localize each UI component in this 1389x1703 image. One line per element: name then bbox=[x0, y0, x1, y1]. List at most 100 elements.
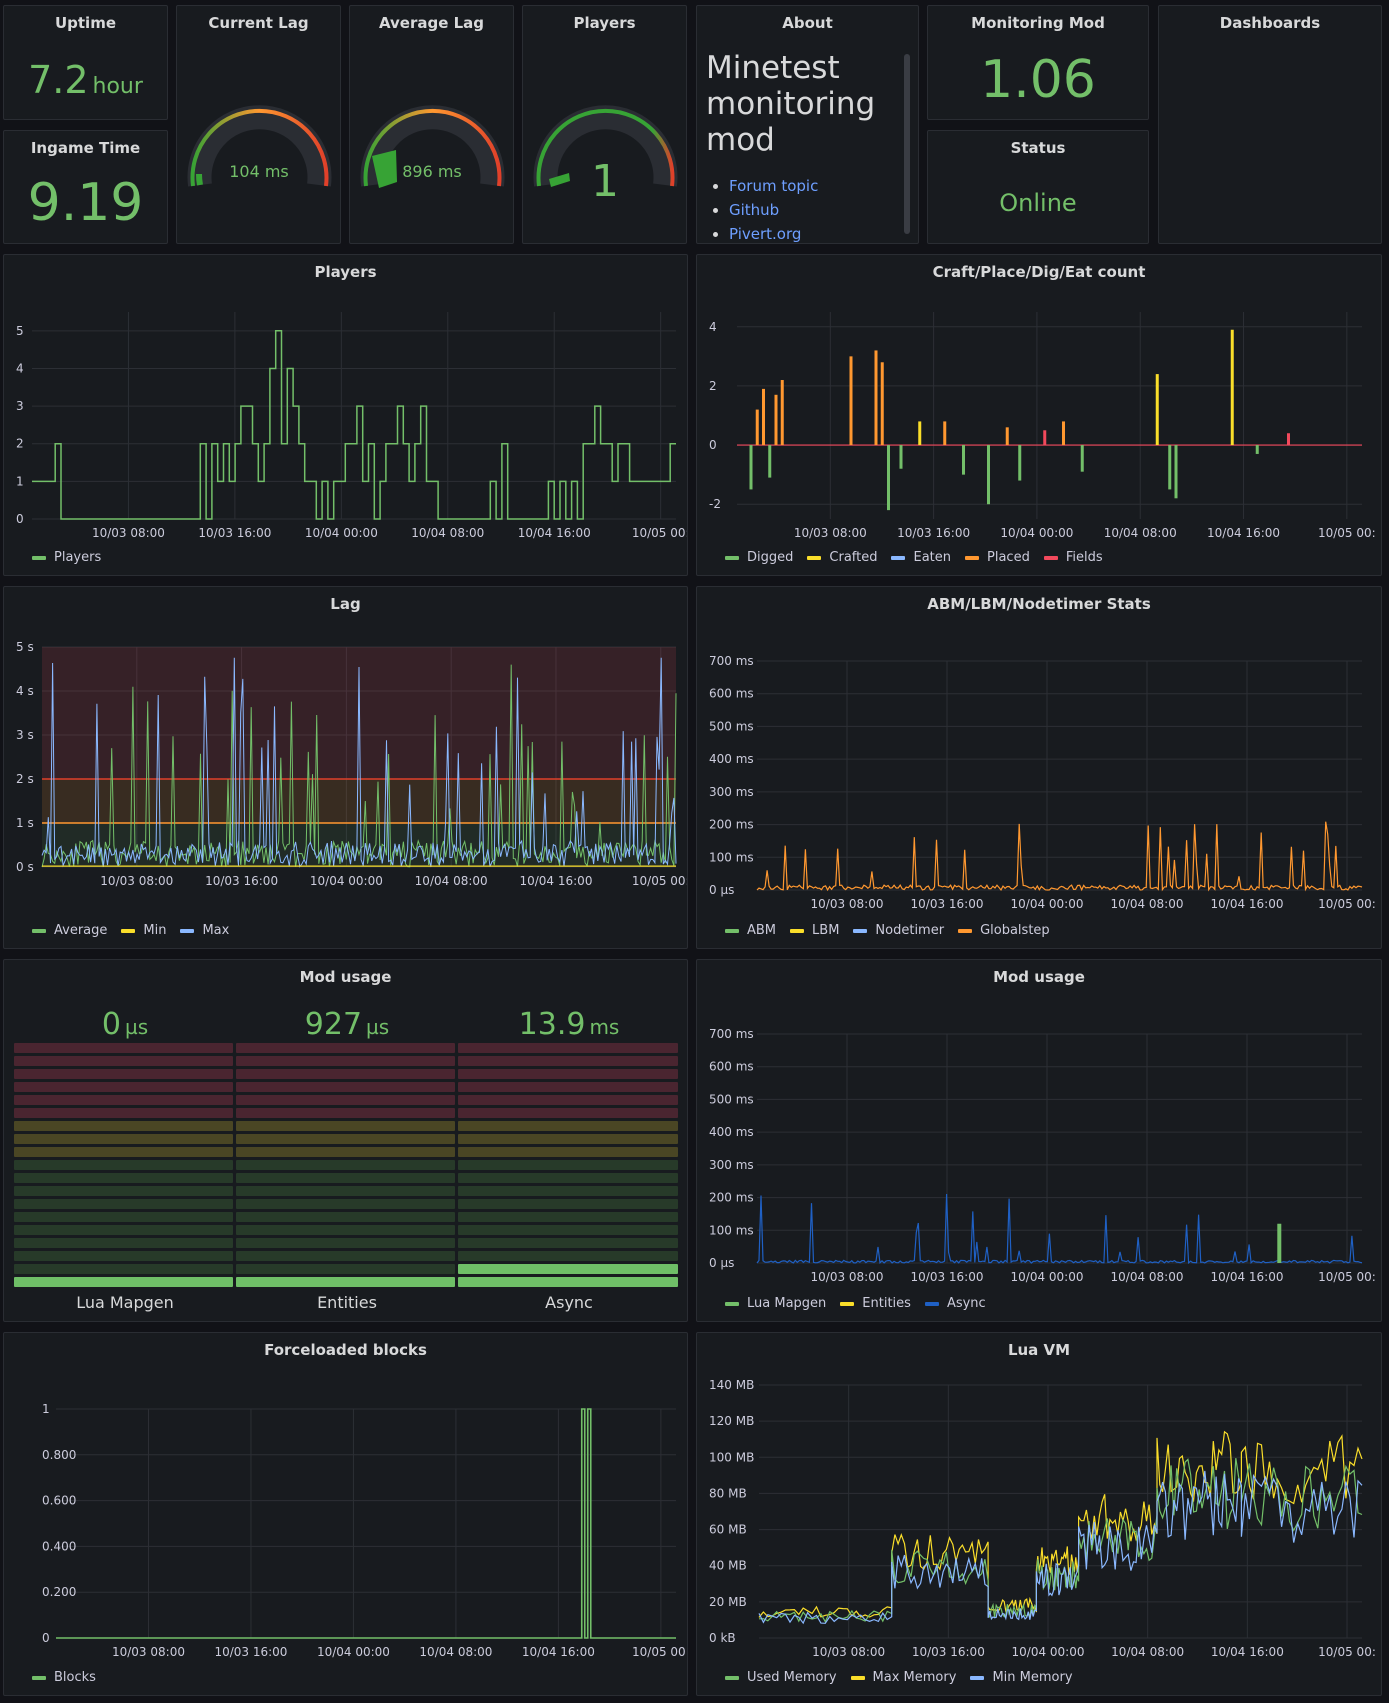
bar-cell bbox=[458, 1251, 678, 1261]
legend-item-lbm[interactable]: LBM bbox=[790, 923, 839, 938]
y-tick-label: -2 bbox=[709, 497, 721, 511]
legend-item-blocks[interactable]: Blocks bbox=[32, 1670, 96, 1685]
bar-cell bbox=[14, 1043, 233, 1053]
bar-cell bbox=[236, 1043, 455, 1053]
dashboards-panel[interactable]: Dashboards bbox=[1158, 5, 1382, 244]
abm-chart: 0 µs 100 ms 200 ms 300 ms 400 ms 500 ms 600 ms… bbox=[709, 654, 1376, 911]
bar-cell-filled bbox=[458, 1264, 678, 1274]
gauge-threshold-arc bbox=[536, 108, 675, 187]
bar-cell bbox=[14, 1173, 233, 1183]
gauge-threshold-arc bbox=[190, 108, 329, 187]
legend-item-lua-mapgen[interactable]: Lua Mapgen bbox=[725, 1296, 826, 1311]
bar-digged bbox=[1255, 445, 1259, 454]
monitoring-mod-panel[interactable]: Monitoring Mod 1.06 bbox=[927, 5, 1149, 120]
bar-cell bbox=[458, 1199, 678, 1209]
about-panel[interactable]: About Minetest monitoring mod Forum topi… bbox=[696, 5, 919, 244]
bar-cell bbox=[236, 1212, 455, 1222]
legend-swatch bbox=[924, 1301, 939, 1306]
craft-chart-panel[interactable]: Craft/Place/Dig/Eat count -2 0 2 4 10/03 08:… bbox=[696, 254, 1382, 576]
legend-item-abm[interactable]: ABM bbox=[725, 923, 776, 938]
y-tick-label: 0 bbox=[709, 438, 717, 452]
bar-cell bbox=[236, 1082, 455, 1092]
x-tick-label: 10/04 00:00 bbox=[1012, 1645, 1085, 1659]
panel-title: About bbox=[782, 14, 833, 32]
series-bar-lua-mapgen bbox=[1277, 1223, 1282, 1263]
x-tick-label: 10/04 00:00 bbox=[310, 874, 383, 888]
legend-item-players[interactable]: Players bbox=[32, 550, 101, 565]
about-scrollbar[interactable] bbox=[904, 54, 910, 234]
legend-item-globalstep[interactable]: Globalstep bbox=[958, 923, 1050, 938]
bar-crafted bbox=[1155, 374, 1159, 446]
players-gauge: 1 bbox=[533, 105, 678, 207]
bar-cell bbox=[458, 1082, 678, 1092]
mod-usage-label-lua-mapgen: Lua Mapgen bbox=[76, 1293, 174, 1312]
y-tick-label: 1 bbox=[42, 1402, 50, 1416]
legend-item-max-memory[interactable]: Max Memory bbox=[850, 1670, 956, 1685]
legend-item-crafted[interactable]: Crafted bbox=[807, 550, 877, 565]
legend-item-digged[interactable]: Digged bbox=[725, 550, 793, 565]
legend-item-async[interactable]: Async bbox=[924, 1296, 986, 1311]
average-lag-panel[interactable]: Average Lag 896 ms bbox=[349, 5, 514, 244]
gauge-track bbox=[187, 105, 332, 187]
luavm-chart-panel[interactable]: Lua VM 0 kB 20 MB 40 MB 60 MB 80 MB 100 MB 120… bbox=[696, 1332, 1382, 1696]
x-tick-label: 10/04 00:00 bbox=[1011, 897, 1084, 911]
legend-swatch bbox=[32, 1675, 46, 1680]
ingame-time-panel[interactable]: Ingame Time 9.19 bbox=[3, 130, 168, 244]
y-tick-label: 0.800 bbox=[42, 1448, 76, 1462]
bar-digged bbox=[768, 445, 772, 478]
legend-item-nodetimer[interactable]: Nodetimer bbox=[853, 923, 944, 938]
panel-title: Players bbox=[314, 263, 377, 281]
series-line-async bbox=[756, 1193, 1363, 1265]
bar-fields bbox=[1043, 430, 1047, 446]
y-tick-label: 1 s bbox=[16, 816, 34, 830]
legend-item-max[interactable]: Max bbox=[180, 923, 229, 938]
forceloaded-chart: 0 0.200 0.400 0.600 0.800 1 10/03 08:00 10/03 1… bbox=[42, 1402, 687, 1659]
bar-cell bbox=[236, 1095, 455, 1105]
mod-usage-bars-panel[interactable]: Mod usage 0 µs 927 µs 13.9 ms Lua Mapgen En… bbox=[3, 959, 688, 1322]
current-lag-panel[interactable]: Current Lag 104 ms bbox=[176, 5, 341, 244]
legend-item-eaten[interactable]: Eaten bbox=[891, 550, 951, 565]
abm-chart-panel[interactable]: ABM/LBM/Nodetimer Stats 0 µs 100 ms 200 ms… bbox=[696, 586, 1382, 949]
series-line-used-memory bbox=[758, 1458, 1363, 1624]
bar-cell bbox=[458, 1238, 678, 1248]
current-lag-gauge: 104 ms bbox=[187, 105, 332, 187]
bar-cell bbox=[458, 1160, 678, 1170]
legend: Players bbox=[32, 550, 101, 565]
legend-item-fields[interactable]: Fields bbox=[1043, 550, 1103, 565]
y-tick-label: 400 ms bbox=[709, 1125, 754, 1139]
uptime-panel[interactable]: Uptime 7.2 hour bbox=[3, 5, 168, 120]
legend-item-placed[interactable]: Placed bbox=[965, 550, 1030, 565]
legend-item-min[interactable]: Min bbox=[121, 923, 166, 938]
forceloaded-chart-panel[interactable]: Forceloaded blocks 0 0.200 0.400 0.600 0.800… bbox=[3, 1332, 688, 1696]
forum-topic-link[interactable]: Forum topic bbox=[729, 177, 819, 195]
pivert-link[interactable]: Pivert.org bbox=[729, 225, 802, 243]
y-tick-label: 0 s bbox=[16, 860, 34, 874]
x-tick-label: 10/04 16:00 bbox=[518, 526, 591, 540]
x-tick-label: 10/04 08:00 bbox=[419, 1645, 492, 1659]
github-link[interactable]: Github bbox=[729, 201, 780, 219]
panel-title: Uptime bbox=[54, 14, 117, 32]
legend-item-used-memory[interactable]: Used Memory bbox=[725, 1670, 837, 1685]
legend-item-average[interactable]: Average bbox=[32, 923, 107, 938]
legend-item-entities[interactable]: Entities bbox=[840, 1296, 911, 1311]
x-tick-label: 10/05 00: bbox=[632, 526, 688, 540]
bar-cell bbox=[14, 1056, 233, 1066]
bar-cell bbox=[236, 1264, 455, 1274]
bar-placed bbox=[762, 388, 765, 446]
players-gauge-panel[interactable]: Players 1 bbox=[522, 5, 687, 244]
y-tick-label: 3 s bbox=[16, 728, 34, 742]
players-chart-panel[interactable]: Players 0 1 2 3 4 5 10/03 08:00 10/03 16:00 10/0… bbox=[3, 254, 688, 576]
legend-item-min-memory[interactable]: Min Memory bbox=[970, 1670, 1073, 1685]
y-tick-label: 5 s bbox=[16, 640, 34, 654]
gauge-value-arc bbox=[372, 150, 397, 188]
mod-usage-chart-panel[interactable]: Mod usage 0 µs 100 ms 200 ms 300 ms 400 ms 50… bbox=[696, 959, 1382, 1322]
y-tick-label: 20 MB bbox=[709, 1595, 747, 1609]
panel-title: Lag bbox=[330, 595, 361, 613]
legend: ABM LBM Nodetimer Globalstep bbox=[725, 923, 1050, 938]
bar-cell bbox=[458, 1121, 678, 1131]
lag-chart-panel[interactable]: Lag 0 s 1 s 2 s 3 s 4 s 5 s 10/03 08:00 10/03 1… bbox=[3, 586, 688, 949]
bar-cell bbox=[236, 1199, 455, 1209]
craft-chart: -2 0 2 4 10/03 08:00 10/03 16:00 10/04 00:00 10… bbox=[709, 312, 1376, 540]
bar-cell bbox=[236, 1134, 455, 1144]
status-panel[interactable]: Status Online bbox=[927, 130, 1149, 244]
